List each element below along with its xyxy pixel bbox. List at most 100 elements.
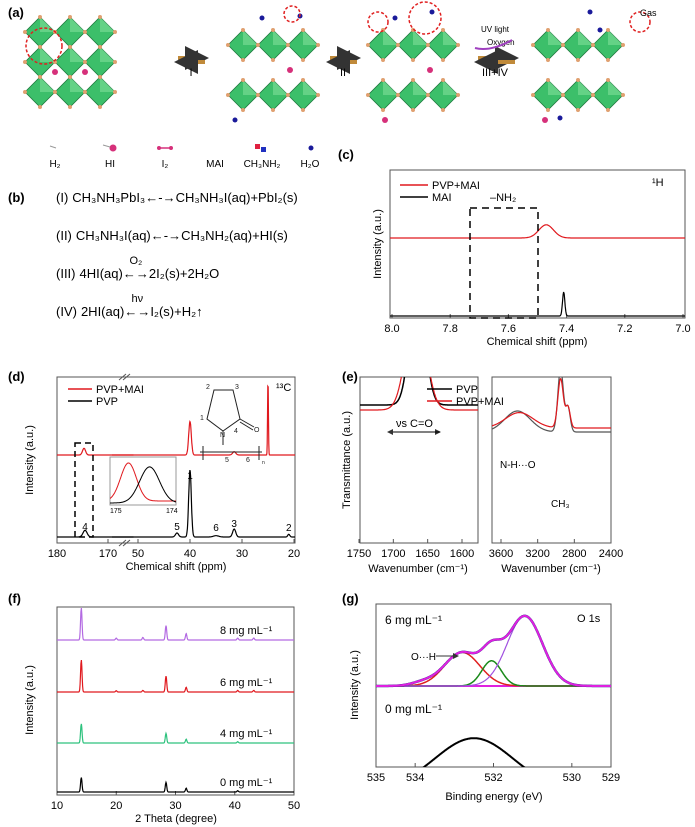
x-tick-label: 1650 [415, 548, 439, 560]
arrow-conditions: O₂ hν [129, 255, 143, 305]
vertex [38, 105, 42, 109]
x-tick-label: 1750 [347, 548, 371, 560]
vertex [53, 90, 57, 94]
ftir-chart: 1750 1700 1650 1600 3600 3200 2800 2400 PVP PVP… [341, 376, 623, 575]
defect-circle [283, 5, 301, 23]
molecule-legend: H₂ HI I₂ MAI CH₃NH₂ H₂O [49, 144, 320, 170]
equation-part: (IV) [56, 304, 77, 319]
series-label: 8 mg mL⁻¹ [220, 625, 273, 637]
vertex [531, 43, 535, 47]
legend-label: H₂O [301, 159, 320, 170]
x-tick-label: 7.8 [443, 323, 458, 335]
vertex [68, 15, 72, 19]
equation-part: 2I₂(s)+2H₂O [149, 266, 219, 281]
x-tick-label: 529 [602, 772, 620, 784]
legend-label: HI [105, 159, 115, 170]
x-tick-label: 170 [99, 548, 117, 560]
step-label-3: III+IV [482, 67, 509, 79]
equation-part: CH₃NH₂(aq)+HI(s) [181, 228, 288, 243]
vertex [23, 90, 27, 94]
x-tick-label: 40 [184, 548, 196, 560]
x-tick-label: 530 [563, 772, 581, 784]
equation-4: (IV) 2HI(aq)←→I₂(s)+H₂↑ [56, 304, 203, 319]
series-label: 6 mg mL⁻¹ [220, 677, 273, 689]
reaction-equations: (I) CH₃NH₃PbI₃←-→CH₃NH₃I(aq)+PbI₂(s)(II) C… [56, 190, 298, 319]
nh-o-annotation: N-H···O [500, 460, 536, 471]
vertex [113, 30, 117, 34]
x-axis-label: Binding energy (eV) [445, 791, 542, 803]
vertex [301, 78, 305, 82]
x-tick-label: 7.4 [559, 323, 574, 335]
vertex [441, 78, 445, 82]
xrd-line [57, 608, 294, 641]
legend-label: MAI [206, 159, 224, 170]
vertex [113, 90, 117, 94]
equation-part: ←-→ [145, 190, 175, 205]
equation-part: (III) [56, 266, 76, 281]
defect-circle [367, 11, 389, 33]
step-arrow-3: UV light Oxygen III+IV Gas [474, 8, 657, 79]
vertex [301, 58, 305, 62]
x-tick-label: 180 [48, 548, 66, 560]
panel-label-a: (a) [8, 5, 24, 20]
x-axis-label: Chemical shift (ppm) [487, 336, 588, 348]
x-tick-label: 7.6 [501, 323, 516, 335]
vertex [226, 43, 230, 47]
x-tick-label: 10 [51, 800, 63, 812]
x-tick-label: 40 [229, 800, 241, 812]
step-label-1: I [189, 67, 192, 79]
step-arrow-1: I [174, 46, 209, 79]
vertex [98, 15, 102, 19]
vertex [411, 78, 415, 82]
vertex [576, 78, 580, 82]
vertex [576, 28, 580, 32]
equation-part: CH₃NH₃PbI₃ [72, 190, 145, 205]
legend-pvp-mai: PVP+MAI [456, 396, 504, 408]
y-axis-label: Intensity (a.u.) [24, 425, 36, 495]
vertex [561, 93, 565, 97]
legend-mai: MAI [432, 192, 452, 204]
vertex [576, 108, 580, 112]
x-tick-label: 7.0 [675, 323, 690, 335]
pvp-structure: 1 2 3 4 O N 5 6 n [200, 384, 265, 466]
series-label-6mg: 6 mg mL⁻¹ [385, 613, 442, 627]
series-line-mai [390, 291, 685, 317]
equation-part: 2HI(aq) [81, 304, 124, 319]
raw-0mg [422, 737, 526, 767]
x-tick-label: 3200 [525, 548, 549, 560]
vertex [38, 15, 42, 19]
highlight-box [469, 207, 539, 319]
vertex [271, 78, 275, 82]
inset-line-pvp [110, 466, 176, 504]
step-label-2: II [340, 67, 346, 79]
xrd-line [57, 723, 294, 744]
vertex [396, 43, 400, 47]
peak-label: 6 [213, 523, 219, 534]
vertex [546, 108, 550, 112]
panel-label-f: (f) [8, 591, 21, 606]
x-tick-label: 8.0 [384, 323, 399, 335]
peak-label: 5 [174, 522, 180, 533]
y-axis-label: Transmittance (a.u.) [341, 411, 353, 509]
equation-part: CH₃NH₃I(aq)+PbI₂(s) [176, 190, 298, 205]
vertex [606, 108, 610, 112]
equation-part: ←-→ [151, 228, 181, 243]
x-axis-label: Chemical shift (ppm) [126, 561, 227, 573]
vertex [546, 58, 550, 62]
inset-box [109, 456, 177, 506]
series-line-pvp-mai [57, 447, 134, 456]
panel-label-b: (b) [8, 190, 25, 205]
atom-label: 6 [246, 457, 250, 464]
vertex [411, 58, 415, 62]
y-axis-label: Intensity (a.u.) [24, 665, 36, 735]
series-label: 4 mg mL⁻¹ [220, 728, 273, 740]
vertex [23, 30, 27, 34]
peak-label: 3 [231, 519, 237, 530]
vertex [546, 78, 550, 82]
series-label-0mg: 0 mg mL⁻¹ [385, 702, 442, 716]
vertex [576, 58, 580, 62]
vertex [606, 58, 610, 62]
vertex [316, 93, 320, 97]
vertex [23, 60, 27, 64]
series-line-pvp-mai [492, 377, 611, 429]
